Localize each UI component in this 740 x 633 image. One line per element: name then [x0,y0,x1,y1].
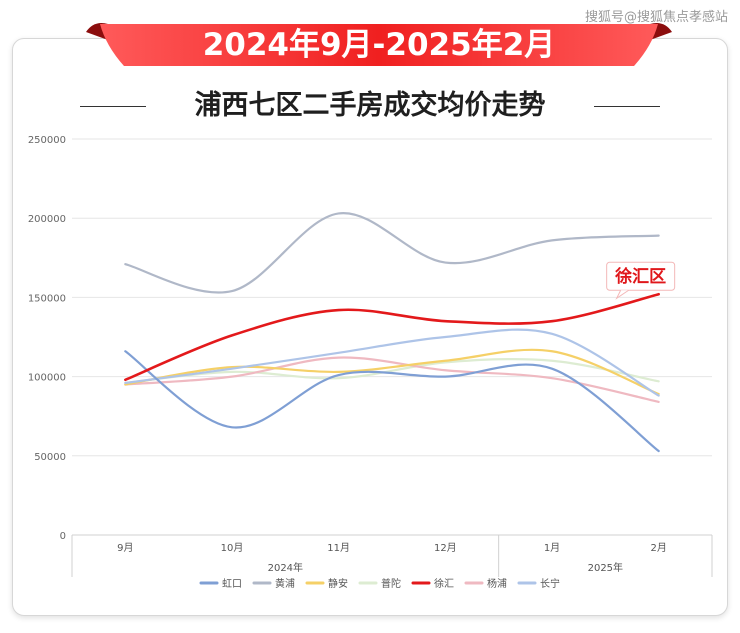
y-tick-label: 150000 [28,293,66,304]
y-tick-label: 250000 [28,135,66,146]
title-left-rule [80,106,146,107]
legend-label: 静安 [328,577,348,590]
legend-label: 虹口 [222,578,242,590]
series-line-2 [124,348,660,396]
callout-box [606,261,676,291]
series-line-5 [124,356,660,404]
banner-shape [86,23,672,66]
year-group-label: 2025年 [588,561,623,574]
legend-label: 杨浦 [487,577,507,590]
series-line-6 [124,328,660,397]
series-line-4 [124,292,660,382]
chart-card [12,38,728,616]
series-line-1 [124,212,660,294]
year-group-label: 2024年 [268,561,303,574]
legend-label: 长宁 [540,577,560,590]
series-line-3 [124,358,660,385]
y-tick-label: 50000 [34,452,66,463]
x-tick-label: 1月 [544,542,560,554]
x-tick-label: 2月 [650,542,666,554]
y-tick-label: 200000 [28,214,66,225]
callout-pointer [615,289,629,300]
y-tick-label: 0 [60,531,66,542]
legend-label: 黄浦 [275,577,295,590]
callout-label: 徐汇区 [614,266,666,287]
legend-label: 徐汇 [434,577,454,590]
chart-title: 浦西七区二手房成交均价走势 [194,90,546,121]
y-tick-label: 100000 [28,373,66,384]
watermark: 搜狐号@搜狐焦点孝感站 [584,10,728,25]
date-banner: 2024年9月-2025年2月 [86,20,672,70]
x-tick-label: 12月 [434,542,457,554]
title-right-rule [594,106,660,107]
legend-label: 普陀 [381,577,401,590]
x-tick-label: 9月 [117,542,133,554]
banner-text: 2024年9月-2025年2月 [202,27,556,63]
x-tick-label: 10月 [221,542,244,554]
x-tick-label: 11月 [327,542,350,554]
chart-title-row: 浦西七区二手房成交均价走势 [80,86,660,126]
series-line-0 [124,350,660,453]
